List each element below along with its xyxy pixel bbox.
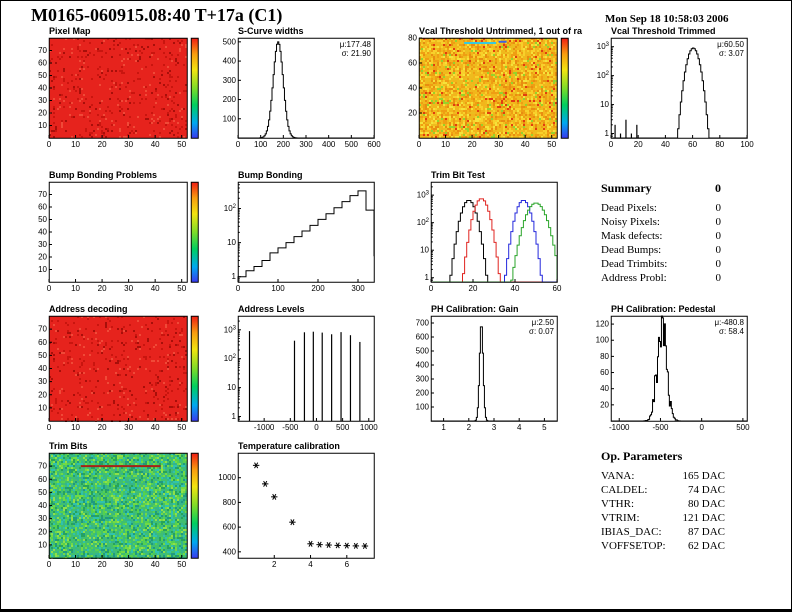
op-parameter-label: IBIAS_DAC:: [601, 526, 662, 538]
stat-sigma: σ: 21.90: [341, 49, 371, 58]
stat-sigma: σ: 3.07: [719, 49, 744, 58]
op-parameter-label: CALDEL:: [601, 484, 648, 496]
bump-bonding-problems-plot: [23, 169, 213, 296]
s-curve-widths-plot: [212, 25, 382, 152]
address-levels-plot: [212, 303, 382, 435]
op-parameter-value: 62 DAC: [688, 540, 725, 552]
stat-sigma: σ: 0.07: [529, 327, 554, 336]
panel-title: PH Calibration: Gain: [431, 304, 519, 314]
stat-mean: μ:2.50: [531, 318, 554, 327]
op-parameter-label: VTRIM:: [601, 512, 640, 524]
summary-row: Noisy Pixels: 0: [601, 215, 721, 229]
op-parameter-row: VOFFSETOP: 62 DAC: [601, 539, 725, 553]
ph-calibration-pedestal-plot: [585, 303, 755, 435]
address-decoding-plot: [23, 303, 213, 435]
panel-title: Trim Bit Test: [431, 170, 485, 180]
summary-row-label: Dead Pixels:: [601, 202, 657, 214]
panel-title: PH Calibration: Pedestal: [611, 304, 716, 314]
panel-title: Address decoding: [49, 304, 128, 314]
summary-title: Summary: [601, 181, 652, 195]
op-parameters-block: Op. Parameters VANA: 165 DAC CALDEL: 74 DA…: [601, 449, 725, 553]
op-parameters-title: Op. Parameters: [601, 449, 683, 463]
summary-total: 0: [715, 181, 721, 195]
panel-title: Trim Bits: [49, 441, 88, 451]
summary-row-value: 0: [715, 230, 722, 242]
summary-row: Address Probl: 0: [601, 271, 721, 285]
panel-ph-calibration-pedestal: PH Calibration: Pedestal μ:-480.8 σ: 58.…: [585, 303, 755, 435]
summary-row: Dead Trimbits: 0: [601, 257, 721, 271]
panel-title: Temperature calibration: [238, 441, 340, 451]
panel-title: Vcal Threshold Untrimmed, 1 out of ra: [419, 26, 583, 36]
summary-row-value: 0: [715, 202, 722, 214]
panel-ph-calibration-gain: PH Calibration: Gain μ:2.50 σ: 0.07: [405, 303, 565, 435]
summary-row: Dead Bumps: 0: [601, 243, 721, 257]
panel-temperature-calibration: Temperature calibration: [212, 440, 382, 572]
op-parameter-row: IBIAS_DAC: 87 DAC: [601, 525, 725, 539]
ph-calibration-gain-plot: [405, 303, 565, 435]
vcal-threshold-untrimmed-plot: [393, 25, 583, 152]
stat-sigma: σ: 58.4: [719, 327, 744, 336]
panel-s-curve-widths: S-Curve widths μ:177.48 σ: 21.90: [212, 25, 382, 152]
op-parameter-label: VTHR:: [601, 498, 634, 510]
op-parameter-value: 74 DAC: [688, 484, 725, 496]
op-parameter-label: VANA:: [601, 470, 635, 482]
trim-bits-plot: [23, 440, 213, 572]
summary-row-value: 0: [715, 216, 722, 228]
stats-box: μ:-480.8 σ: 58.4: [714, 318, 744, 336]
page-title: M0165-060915.08:40 T+17a (C1): [31, 5, 283, 25]
op-parameter-value: 121 DAC: [682, 512, 725, 524]
panel-title: Vcal Threshold Trimmed: [611, 26, 716, 36]
summary-row-value: 0: [715, 258, 722, 270]
summary-row-value: 0: [715, 272, 722, 284]
panel-address-decoding: Address decoding: [23, 303, 213, 435]
op-parameter-value: 87 DAC: [688, 526, 725, 538]
op-parameter-value: 80 DAC: [688, 498, 725, 510]
stat-mean: μ:-480.8: [714, 318, 744, 327]
panel-pixel-map: Pixel Map: [23, 25, 213, 152]
summary-block: Summary 0 Dead Pixels: 0 Noisy Pixels: 0 M…: [601, 181, 721, 285]
timestamp: Mon Sep 18 10:58:03 2006: [605, 13, 729, 25]
panel-vcal-threshold-trimmed: Vcal Threshold Trimmed μ:60.50 σ: 3.07: [585, 25, 755, 152]
summary-row-label: Mask defects:: [601, 230, 663, 242]
panel-trim-bits: Trim Bits: [23, 440, 213, 572]
vcal-threshold-trimmed-plot: [585, 25, 755, 152]
op-parameter-value: 165 DAC: [682, 470, 725, 482]
panel-title: S-Curve widths: [238, 26, 304, 36]
summary-row-value: 0: [715, 244, 722, 256]
summary-row: Dead Pixels: 0: [601, 201, 721, 215]
pixel-map-plot: [23, 25, 213, 152]
stats-box: μ:177.48 σ: 21.90: [340, 40, 371, 58]
op-parameter-row: VANA: 165 DAC: [601, 469, 725, 483]
summary-row-label: Address Probl:: [601, 272, 667, 284]
op-parameter-label: VOFFSETOP:: [601, 540, 666, 552]
panel-title: Bump Bonding Problems: [49, 170, 157, 180]
panel-title: Pixel Map: [49, 26, 91, 36]
stats-box: μ:2.50 σ: 0.07: [529, 318, 554, 336]
stat-mean: μ:177.48: [339, 40, 371, 49]
stats-box: μ:60.50 σ: 3.07: [717, 40, 744, 58]
op-parameter-row: CALDEL: 74 DAC: [601, 483, 725, 497]
panel-address-levels: Address Levels: [212, 303, 382, 435]
summary-row-label: Dead Bumps:: [601, 244, 662, 256]
panel-trim-bit-test: Trim Bit Test: [405, 169, 565, 296]
op-parameter-row: VTRIM: 121 DAC: [601, 511, 725, 525]
bump-bonding-plot: [212, 169, 382, 296]
panel-bump-bonding-problems: Bump Bonding Problems: [23, 169, 213, 296]
stat-mean: μ:60.50: [717, 40, 744, 49]
panel-title: Bump Bonding: [238, 170, 303, 180]
panel-bump-bonding: Bump Bonding: [212, 169, 382, 296]
panel-vcal-threshold-untrimmed: Vcal Threshold Untrimmed, 1 out of ra: [393, 25, 583, 152]
summary-header: Summary 0: [601, 181, 721, 196]
temperature-calibration-plot: [212, 440, 382, 572]
summary-row-label: Noisy Pixels:: [601, 216, 660, 228]
op-parameters-header: Op. Parameters: [601, 449, 725, 464]
summary-row-label: Dead Trimbits:: [601, 258, 668, 270]
summary-row: Mask defects: 0: [601, 229, 721, 243]
panel-title: Address Levels: [238, 304, 305, 314]
trim-bit-test-plot: [405, 169, 565, 296]
op-parameter-row: VTHR: 80 DAC: [601, 497, 725, 511]
